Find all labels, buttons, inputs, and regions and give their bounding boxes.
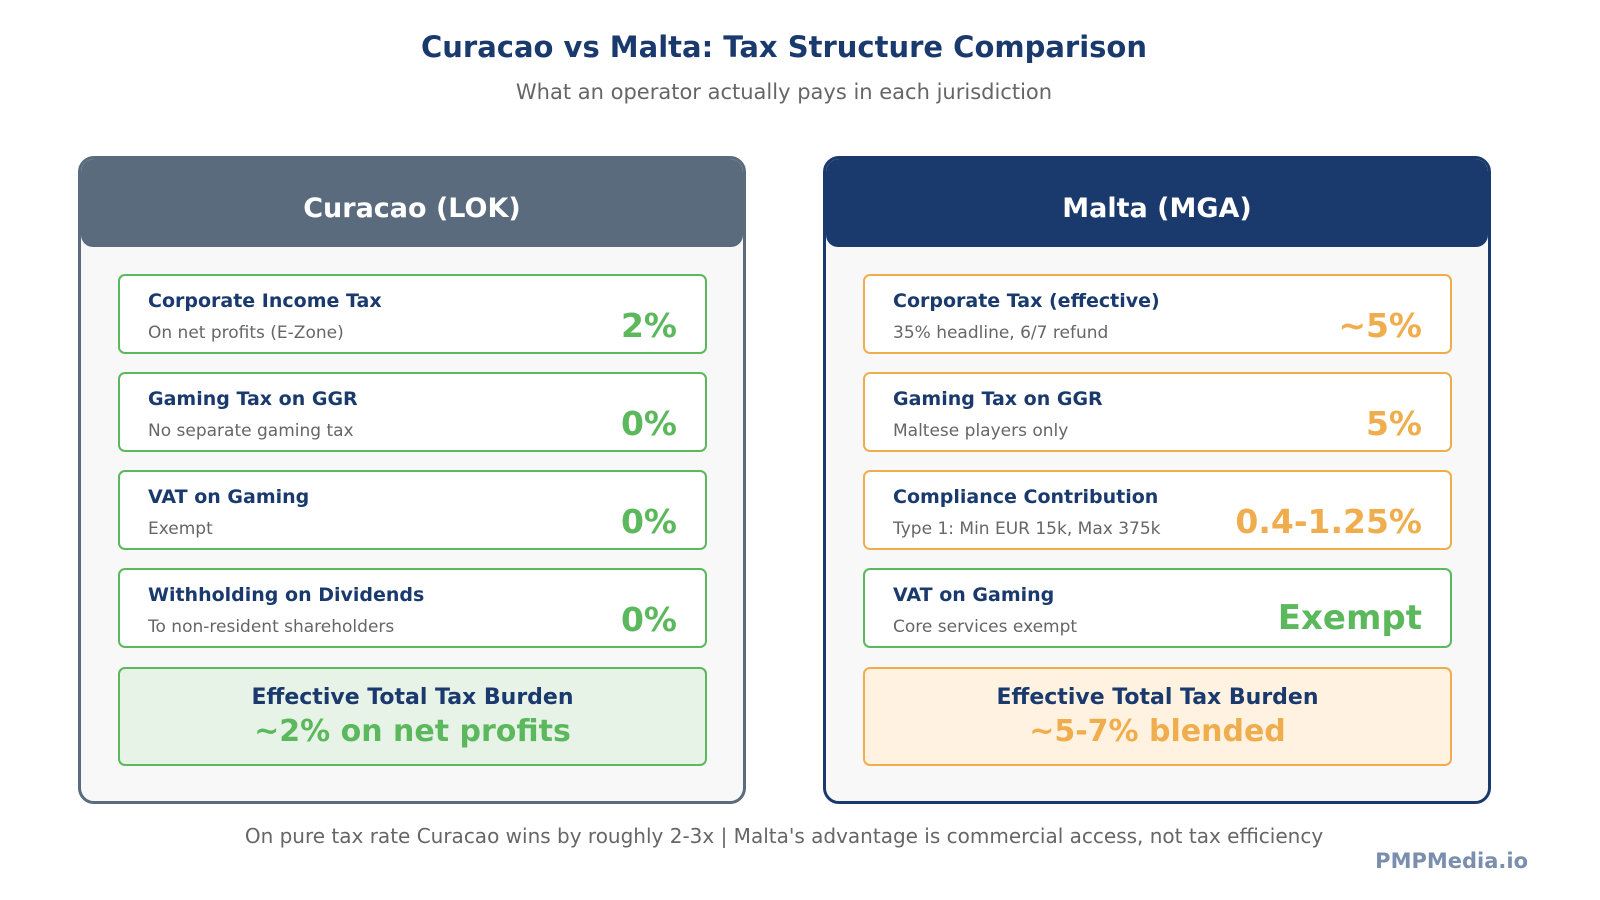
tax-row-title: Gaming Tax on GGR <box>148 388 358 410</box>
summary-box: Effective Total Tax Burden ~5-7% blended <box>863 667 1452 766</box>
brand-logo: PMPMedia.io <box>1375 849 1528 873</box>
tax-row-title: VAT on Gaming <box>148 486 310 508</box>
tax-row: Compliance Contribution Type 1: Min EUR … <box>863 470 1452 550</box>
tax-row-value: 2% <box>620 306 677 345</box>
tax-row-description: To non-resident shareholders <box>148 617 395 637</box>
tax-row-value: 0% <box>620 600 677 639</box>
malta-panel: Malta (MGA) Corporate Tax (effective) 35… <box>823 156 1491 804</box>
tax-row-value: 5% <box>1365 404 1422 443</box>
panel-header: Malta (MGA) <box>826 159 1488 247</box>
tax-row-title: Corporate Income Tax <box>148 290 382 312</box>
summary-box: Effective Total Tax Burden ~2% on net pr… <box>118 667 707 766</box>
tax-row: VAT on Gaming Core services exempt Exemp… <box>863 568 1452 648</box>
page-subtitle: What an operator actually pays in each j… <box>515 80 1053 104</box>
tax-row-title: Gaming Tax on GGR <box>893 388 1103 410</box>
footer-note: On pure tax rate Curacao wins by roughly… <box>244 824 1324 848</box>
curacao-panel: Curacao (LOK) Corporate Income Tax On ne… <box>78 156 746 804</box>
tax-row: Gaming Tax on GGR Maltese players only 5… <box>863 372 1452 452</box>
tax-row-value: ~5% <box>1338 306 1422 345</box>
tax-row-description: On net profits (E-Zone) <box>148 323 344 343</box>
tax-row-description: Core services exempt <box>893 617 1078 637</box>
summary-value: ~5-7% blended <box>1029 714 1286 749</box>
tax-row-description: Exempt <box>148 519 213 539</box>
tax-row: Corporate Tax (effective) 35% headline, … <box>863 274 1452 354</box>
tax-row-title: VAT on Gaming <box>893 584 1055 606</box>
summary-title: Effective Total Tax Burden <box>251 685 574 710</box>
tax-row-description: 35% headline, 6/7 refund <box>893 323 1109 343</box>
tax-row-title: Withholding on Dividends <box>148 584 425 606</box>
tax-row-title: Corporate Tax (effective) <box>893 290 1160 312</box>
tax-row-value: 0% <box>620 502 677 541</box>
tax-row-value: 0.4-1.25% <box>1235 502 1422 541</box>
tax-row-value: 0% <box>620 404 677 443</box>
tax-row: Withholding on Dividends To non-resident… <box>118 568 707 648</box>
summary-title: Effective Total Tax Burden <box>996 685 1319 710</box>
tax-row: Corporate Income Tax On net profits (E-Z… <box>118 274 707 354</box>
tax-row-description: No separate gaming tax <box>148 421 354 441</box>
tax-row-description: Type 1: Min EUR 15k, Max 375k <box>893 519 1161 539</box>
tax-row: Gaming Tax on GGR No separate gaming tax… <box>118 372 707 452</box>
page-title: Curacao vs Malta: Tax Structure Comparis… <box>420 30 1148 64</box>
tax-row-description: Maltese players only <box>893 421 1069 441</box>
panel-header: Curacao (LOK) <box>81 159 743 247</box>
tax-row-value: Exempt <box>1277 598 1422 638</box>
tax-row-title: Compliance Contribution <box>893 486 1159 508</box>
summary-value: ~2% on net profits <box>254 714 571 749</box>
tax-row: VAT on Gaming Exempt 0% <box>118 470 707 550</box>
